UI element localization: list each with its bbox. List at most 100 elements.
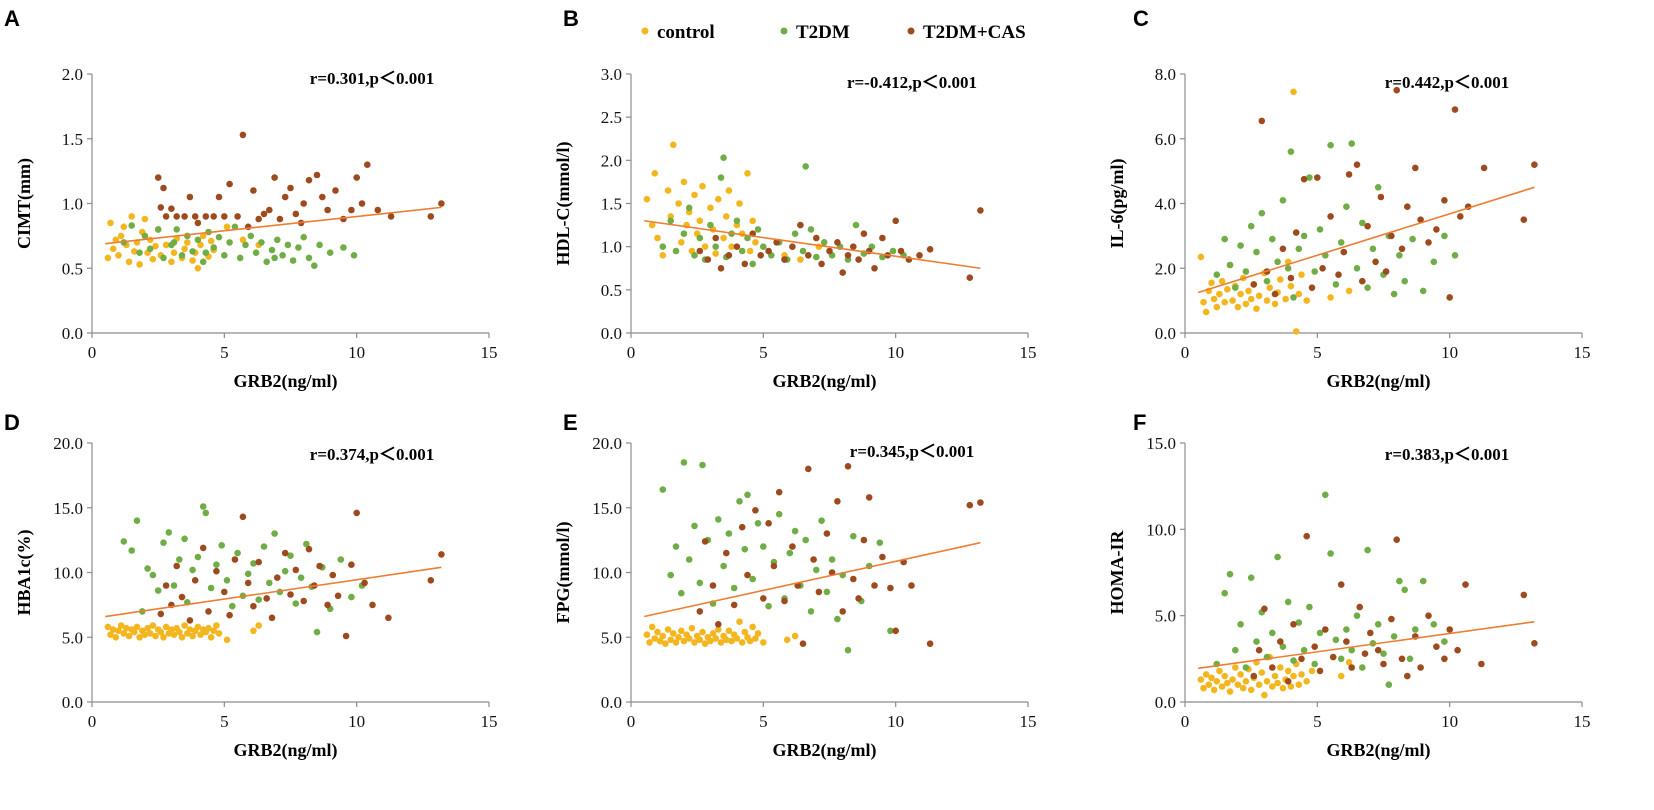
point-t2dm [207,584,215,592]
panel-letter: A [4,6,20,31]
point-t2dm [672,543,680,550]
point-control [696,217,704,225]
point-t2dm [284,241,292,249]
point-t2dm-cas [839,608,846,615]
point-t2dm-cas [160,184,167,192]
point-t2dm-cas [966,274,974,282]
point-t2dm-cas [826,247,833,255]
point-t2dm [289,257,297,264]
point-t2dm-cas [1255,646,1263,654]
point-control [125,632,133,640]
point-control [128,213,135,220]
point-t2dm [1290,657,1297,664]
y-tick-label: 5.0 [601,628,622,647]
point-t2dm-cas [329,571,337,579]
point-t2dm-cas [1250,281,1258,288]
point-t2dm [1374,621,1382,628]
point-t2dm [659,486,667,493]
point-control [1287,683,1295,690]
point-control [1282,295,1289,303]
point-control [250,627,257,635]
point-control [141,631,149,638]
point-control [170,631,178,638]
point-t2dm-cas [916,252,923,259]
point-t2dm [1279,197,1287,204]
point-t2dm [659,243,667,250]
point-t2dm-cas [1478,660,1485,668]
point-t2dm-cas [1258,117,1266,125]
point-control [715,626,722,633]
point-control [783,636,791,644]
point-t2dm [850,532,857,540]
point-t2dm [252,249,260,256]
point-t2dm [1390,290,1398,298]
point-t2dm [1441,232,1448,240]
point-t2dm-cas [266,206,273,214]
point-t2dm-cas [855,595,862,602]
point-t2dm-cas [255,215,262,223]
point-t2dm-cas [1380,660,1387,668]
point-control [1213,678,1221,685]
point-t2dm-cas [1271,290,1279,298]
point-control [1245,287,1252,295]
point-control [1216,290,1223,298]
point-control [1210,686,1218,694]
point-control [1224,286,1231,293]
point-control [115,627,122,635]
point-t2dm [818,517,825,524]
point-t2dm [1306,174,1313,181]
point-t2dm [221,252,228,259]
point-t2dm-cas [813,234,820,242]
y-tick-label: 3.0 [601,65,622,84]
y-tick-label: 20.0 [592,434,622,453]
point-control [678,627,685,635]
point-t2dm [1343,626,1350,633]
point-t2dm-cas [1322,626,1329,633]
point-control [152,242,159,250]
point-t2dm-cas [231,556,239,563]
point-t2dm-cas [725,252,733,259]
point-t2dm [210,244,217,251]
point-t2dm [876,539,884,546]
point-t2dm-cas [850,243,857,250]
x-axis-title: GRB2(ng/ml) [1326,371,1430,392]
point-control [133,623,141,631]
point-t2dm-cas [287,591,294,598]
point-t2dm [1247,574,1255,581]
panel-a: A 0.0 0.5 1.0 1.5 2.0 0 5 10 15 GRB2(ng/ml) CIMT(mm… [4,6,498,392]
point-control [749,623,756,631]
point-control [1224,679,1231,687]
point-t2dm [1306,603,1313,611]
point-control [160,634,167,641]
x-tick-label: 5 [1313,343,1322,362]
point-t2dm-cas [752,507,759,514]
point-t2dm-cas [1287,274,1295,282]
point-control [1298,271,1305,279]
point-t2dm-cas [1393,536,1400,543]
point-t2dm-cas [1345,171,1353,178]
x-tick-label: 0 [627,343,636,362]
x-tick-label: 10 [348,712,365,731]
point-control [1298,671,1305,678]
point-t2dm-cas [234,213,241,220]
point-t2dm [738,247,746,255]
point-t2dm [852,221,860,229]
point-t2dm-cas [427,577,435,584]
point-t2dm-cas [744,571,751,579]
point-t2dm [685,556,693,563]
point-control [1303,678,1310,685]
point-t2dm [287,552,294,559]
point-t2dm [1269,235,1276,243]
point-t2dm-cas [292,566,300,574]
y-tick-label: 20.0 [53,434,83,453]
point-t2dm [1226,570,1234,578]
point-t2dm [733,217,741,225]
point-control [675,634,682,641]
point-t2dm [1430,258,1438,266]
point-t2dm-cas [353,174,361,181]
point-t2dm [1332,281,1340,288]
point-t2dm [749,260,756,268]
point-control [1229,297,1236,304]
point-control [1210,295,1218,303]
x-tick-label: 0 [627,712,636,731]
